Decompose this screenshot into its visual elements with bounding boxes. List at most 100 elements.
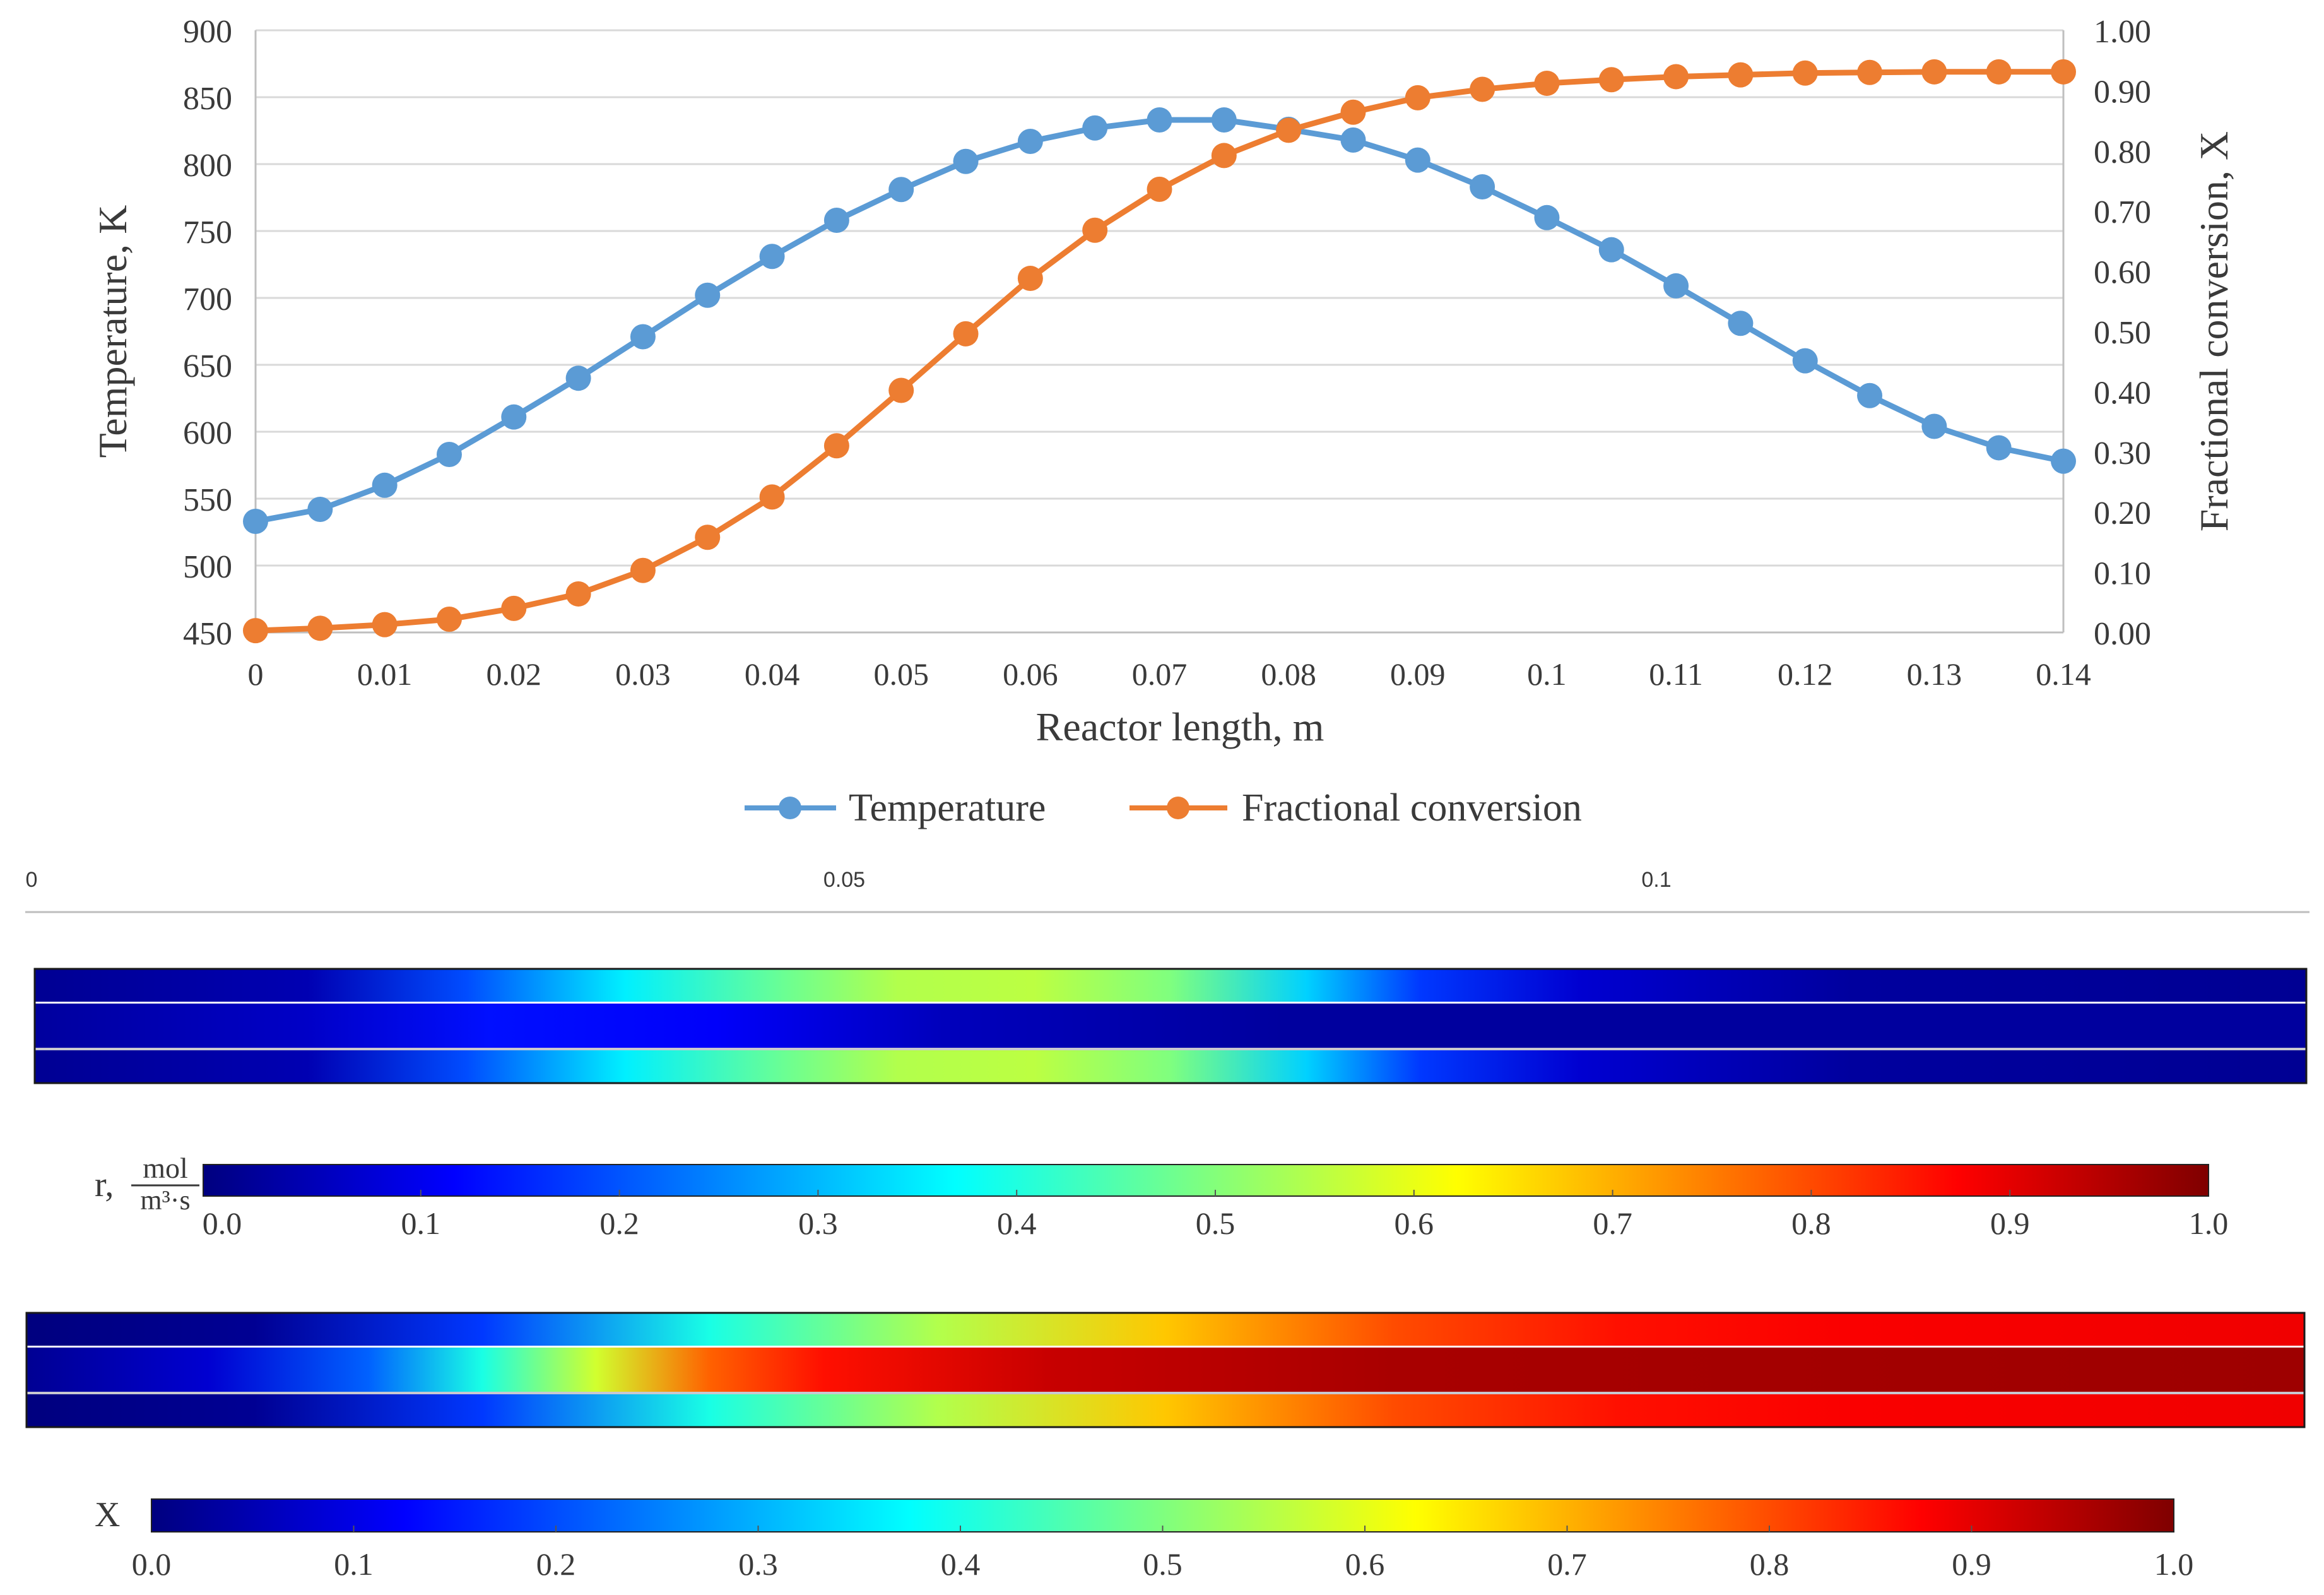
conversion-field-border xyxy=(25,1312,2306,1428)
y-right-tick-label: 0.90 xyxy=(2094,74,2151,110)
colorbar-tick-label: 0.7 xyxy=(1547,1546,1587,1582)
colorbar-tick-label: 0.6 xyxy=(1395,1206,1434,1241)
x-tick-label: 0.06 xyxy=(1003,656,1058,692)
rate-colorbar-label-den: m³·s xyxy=(140,1185,190,1216)
rate-channel-bottom xyxy=(35,1050,2306,1083)
colorbar-tick-label: 0.1 xyxy=(334,1546,374,1582)
x-tick-label: 0.08 xyxy=(1261,656,1316,692)
y-right-tick-label: 0.60 xyxy=(2094,255,2151,291)
y-left-tick-label: 800 xyxy=(183,148,232,184)
legend-temperature-marker xyxy=(779,797,801,819)
x-tick-label: 0.07 xyxy=(1132,656,1188,692)
y-right-tick-label: 0.10 xyxy=(2094,556,2151,592)
conversion-colorbar-label: X xyxy=(95,1495,120,1534)
data-point xyxy=(372,472,398,498)
data-point xyxy=(1147,107,1172,133)
y-right-tick-label: 0.70 xyxy=(2094,194,2151,230)
data-point xyxy=(1340,99,1366,125)
x-tick-label: 0.14 xyxy=(2036,656,2091,692)
x-tick-label: 0.04 xyxy=(745,656,800,692)
conversion-colorbar-ticks: 0.0 0.1 0.2 0.3 0.4 0.5 0.6 0.7 0.8 0.9 1.0 xyxy=(132,1526,2194,1582)
field-axis-tick-0: 0 xyxy=(26,868,38,892)
y-left-tick-label: 650 xyxy=(183,348,232,384)
data-point xyxy=(695,525,721,550)
data-point xyxy=(1147,176,1172,202)
y-left-tick-label: 600 xyxy=(183,415,232,451)
y-left-tick-label: 550 xyxy=(183,482,232,518)
data-point xyxy=(1921,59,1947,85)
colorbar-tick-label: 0.0 xyxy=(203,1206,242,1241)
y-right-tick-label: 0.30 xyxy=(2094,436,2151,471)
data-point xyxy=(759,244,785,270)
data-point xyxy=(1276,117,1302,143)
data-point xyxy=(1728,62,1754,88)
legend-conversion-label: Fractional conversion xyxy=(1242,786,1582,829)
colorbar-tick-label: 0.4 xyxy=(997,1206,1037,1241)
data-point xyxy=(436,607,462,632)
colorbar-tick-label: 1.0 xyxy=(2154,1546,2194,1582)
y-right-axis-label: Fractional conversion, X xyxy=(2191,131,2236,532)
data-point xyxy=(1598,67,1624,93)
x-tick-label: 0.12 xyxy=(1778,656,1833,692)
data-point xyxy=(565,581,591,607)
data-point xyxy=(307,615,333,641)
gridlines xyxy=(256,29,2063,567)
data-point xyxy=(1921,413,1947,439)
data-point xyxy=(1405,147,1430,173)
data-point xyxy=(1857,382,1883,408)
y-right-tick-label: 0.80 xyxy=(2094,134,2151,170)
data-point xyxy=(1405,85,1430,110)
data-point xyxy=(1534,205,1560,230)
x-tick-label: 0.13 xyxy=(1907,656,1962,692)
rate-colorbar-label-prefix: r, xyxy=(95,1165,114,1204)
rate-channel-center xyxy=(35,1004,2306,1048)
reaction-rate-field: 0 0.05 0.1 r, mol m³·s 0.0 0.1 0.2 0.3 0.4 0.… xyxy=(25,868,2309,1241)
x-tick-label: 0.03 xyxy=(615,656,671,692)
y-left-tick-label: 900 xyxy=(183,14,232,50)
data-point xyxy=(888,177,914,203)
data-point xyxy=(1663,273,1689,299)
data-point xyxy=(1082,115,1108,141)
y-left-tick-label: 450 xyxy=(183,616,232,652)
data-point xyxy=(436,442,462,468)
y-right-tick-label: 0.50 xyxy=(2094,315,2151,351)
field-axis-tick-01: 0.1 xyxy=(1641,868,1671,892)
data-point xyxy=(823,208,849,234)
colorbar-tick-label: 0.9 xyxy=(1990,1206,2030,1241)
colorbar-tick-label: 0.6 xyxy=(1345,1546,1385,1582)
x-tick-label: 0.02 xyxy=(487,656,542,692)
x-tick-label: 0.1 xyxy=(1527,656,1567,692)
field-axis-tick-005: 0.05 xyxy=(823,868,865,892)
colorbar-tick-label: 0.9 xyxy=(1952,1546,1991,1582)
x-tick-labels: 0 0.01 0.02 0.03 0.04 0.05 0.06 0.07 0.08 0.09 0.1… xyxy=(248,656,2091,692)
series-fractional-conversion xyxy=(243,59,2076,644)
colorbar-tick-label: 1.0 xyxy=(2189,1206,2229,1241)
colorbar-tick-label: 0.7 xyxy=(1593,1206,1632,1241)
data-point xyxy=(1986,59,2012,85)
data-point xyxy=(1857,59,1883,85)
x-tick-label: 0.05 xyxy=(873,656,929,692)
data-point xyxy=(823,433,849,459)
y-left-tick-labels: 450 500 550 600 650 700 750 800 850 900 xyxy=(183,14,232,652)
y-left-tick-label: 750 xyxy=(183,215,232,251)
y-left-tick-label: 500 xyxy=(183,549,232,585)
data-point xyxy=(953,148,979,174)
data-point xyxy=(630,324,656,350)
data-point xyxy=(888,377,914,403)
data-point xyxy=(1663,64,1689,90)
colorbar-tick-label: 0.3 xyxy=(738,1546,778,1582)
data-point xyxy=(2051,59,2076,85)
data-point xyxy=(243,618,268,644)
data-point xyxy=(1211,143,1237,169)
rate-colorbar xyxy=(203,1164,2209,1197)
data-point xyxy=(372,612,398,637)
conversion-channel-top xyxy=(27,1313,2304,1346)
y-left-tick-label: 850 xyxy=(183,81,232,117)
series-temperature xyxy=(243,107,2076,535)
x-tick-label: 0.09 xyxy=(1390,656,1446,692)
data-point xyxy=(695,282,721,308)
rate-colorbar-label-num: mol xyxy=(143,1152,188,1184)
data-point xyxy=(501,595,527,621)
y-right-tick-labels: 0.00 0.10 0.20 0.30 0.40 0.50 0.60 0.70 0.80 0.90… xyxy=(2094,14,2151,652)
colorbar-tick-label: 0.8 xyxy=(1791,1206,1831,1241)
